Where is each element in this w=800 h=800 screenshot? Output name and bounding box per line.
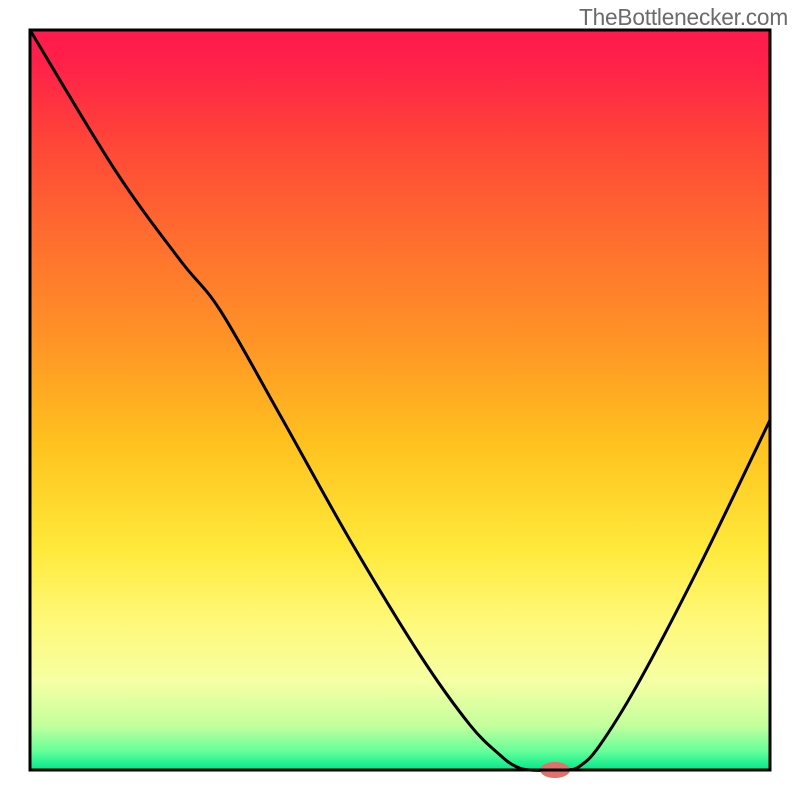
- chart-svg: [0, 0, 800, 800]
- chart-gradient-background: [30, 30, 770, 770]
- bottleneck-chart: TheBottlenecker.com: [0, 0, 800, 800]
- watermark-label: TheBottlenecker.com: [579, 4, 788, 31]
